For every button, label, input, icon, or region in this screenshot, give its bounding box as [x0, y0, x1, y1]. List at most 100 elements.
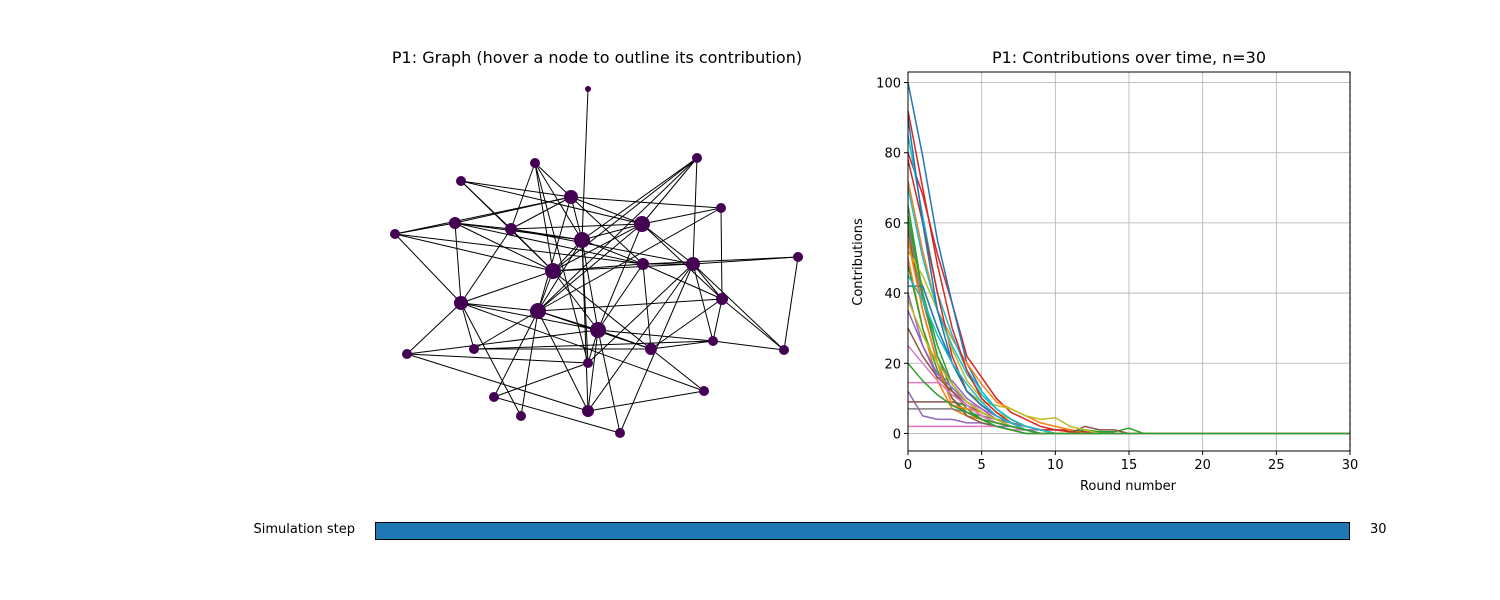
- graph-node-28[interactable]: [582, 405, 594, 417]
- y-tick-label: 60: [884, 217, 901, 232]
- graph-edge: [597, 329, 714, 342]
- graph-edge: [394, 233, 462, 304]
- graph-edge: [642, 256, 799, 265]
- graph-edge: [460, 302, 705, 392]
- graph-edge: [641, 207, 722, 225]
- graph-edge: [510, 196, 572, 230]
- graph-node-4[interactable]: [564, 190, 578, 204]
- graph-node-8[interactable]: [505, 223, 517, 235]
- graph-node-5[interactable]: [634, 216, 650, 232]
- graph-node-20[interactable]: [469, 344, 479, 354]
- graph-node-7[interactable]: [449, 217, 461, 229]
- y-tick-label: 40: [884, 287, 901, 302]
- graph-node-17[interactable]: [716, 293, 728, 305]
- graph-node-21[interactable]: [583, 358, 593, 368]
- graph-edge: [712, 340, 785, 351]
- graph-node-24[interactable]: [779, 345, 789, 355]
- chart-series: [907, 72, 1351, 451]
- graph-edge: [570, 196, 644, 265]
- graph-edge: [552, 263, 694, 272]
- graph-edge: [692, 263, 723, 300]
- x-tick-label: 10: [1047, 458, 1064, 473]
- graph-edge: [692, 256, 799, 265]
- graph-edge: [537, 239, 583, 312]
- graph-edge: [493, 396, 621, 434]
- graph-edge: [520, 310, 539, 417]
- graph-edge: [597, 329, 621, 434]
- graph-edge: [537, 298, 723, 312]
- graph-node-14[interactable]: [793, 252, 803, 262]
- graph-edge: [587, 329, 599, 412]
- graph-node-16[interactable]: [530, 303, 546, 319]
- graph-node-23[interactable]: [708, 336, 718, 346]
- x-tick-label: 20: [1194, 458, 1211, 473]
- graph-node-15[interactable]: [454, 296, 468, 310]
- graph-edge: [473, 310, 539, 350]
- graph-edge: [406, 302, 462, 355]
- graph-node-19[interactable]: [402, 349, 412, 359]
- graph-edges: [394, 88, 799, 434]
- graph-edge: [493, 310, 539, 398]
- graph-nodes[interactable]: [390, 86, 803, 438]
- graph-edge: [460, 302, 475, 350]
- graph-node-29[interactable]: [615, 428, 625, 438]
- graph-edge: [537, 207, 722, 312]
- graph-node-1[interactable]: [692, 153, 702, 163]
- graph-node-18[interactable]: [590, 322, 606, 338]
- graph-node-10[interactable]: [390, 229, 400, 239]
- graph-node-3[interactable]: [456, 176, 466, 186]
- graph-edge: [692, 157, 698, 265]
- graph-edge: [641, 157, 698, 225]
- graph-edge: [587, 263, 694, 364]
- slider-fill[interactable]: [376, 523, 1349, 539]
- graph-edge: [537, 223, 643, 312]
- graph-edge: [394, 196, 572, 235]
- graph-edge: [460, 180, 572, 198]
- graph-edge: [534, 162, 589, 364]
- graph-edge: [650, 340, 714, 350]
- graph-edge: [460, 270, 554, 304]
- x-tick-label: 5: [978, 458, 986, 473]
- chart-title: P1: Contributions over time, n=30: [991, 48, 1267, 67]
- graph-edge: [394, 233, 644, 265]
- x-axis-label: Round number: [1080, 479, 1177, 494]
- graph-node-26[interactable]: [699, 386, 709, 396]
- graph-edge: [721, 298, 785, 351]
- graph-edge: [597, 329, 652, 350]
- simulation-step-slider[interactable]: [375, 522, 1350, 540]
- series-line-29: [907, 362, 1350, 435]
- graph-edge: [581, 157, 698, 241]
- graph-edge: [581, 239, 599, 331]
- graph-node-25[interactable]: [489, 392, 499, 402]
- graph-node-27[interactable]: [516, 411, 526, 421]
- graph-edge: [510, 228, 694, 265]
- y-tick-label: 20: [884, 357, 901, 372]
- graph-title: P1: Graph (hover a node to outline its c…: [391, 48, 803, 67]
- graph-edge: [406, 353, 589, 412]
- graph-edge: [581, 223, 643, 241]
- graph-edge: [473, 340, 714, 350]
- graph-node-0[interactable]: [585, 86, 591, 92]
- graph-node-6[interactable]: [716, 203, 726, 213]
- graph-node-11[interactable]: [545, 263, 561, 279]
- graph-edge: [720, 207, 723, 300]
- graph-node-9[interactable]: [574, 232, 590, 248]
- graph-edge: [650, 348, 705, 392]
- graph-edge: [460, 180, 643, 225]
- graph-node-13[interactable]: [686, 257, 700, 271]
- slider-label: Simulation step: [253, 522, 356, 537]
- graph-edge: [454, 222, 644, 265]
- graph-edge: [460, 180, 512, 230]
- graph-edge: [570, 196, 722, 209]
- x-tick-label: 0: [904, 458, 912, 473]
- graph-node-12[interactable]: [637, 258, 649, 270]
- graph-edge: [783, 256, 799, 351]
- graph-edge: [510, 228, 554, 272]
- graph-node-22[interactable]: [645, 343, 657, 355]
- graph-edge: [537, 310, 589, 412]
- graph-node-2[interactable]: [530, 158, 540, 168]
- graph-edge: [692, 263, 714, 342]
- graph-edge: [552, 270, 599, 331]
